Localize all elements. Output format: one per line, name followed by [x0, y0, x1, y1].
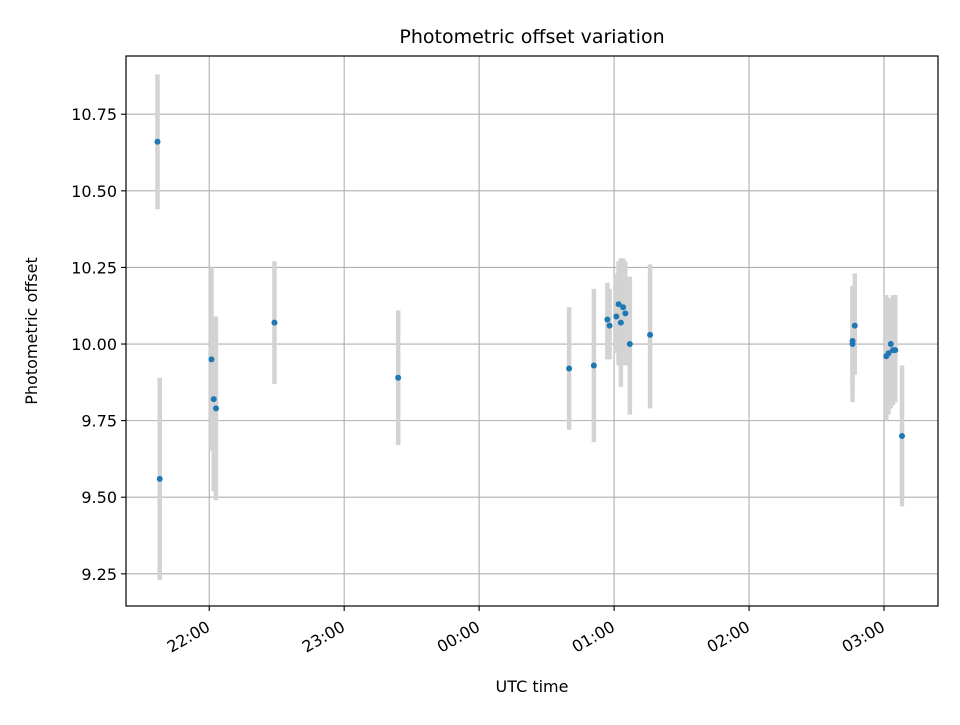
- x-axis-label: UTC time: [496, 677, 569, 696]
- y-tick-label: 9.75: [81, 412, 117, 431]
- chart-title: Photometric offset variation: [399, 26, 664, 48]
- plot-frame: [125, 55, 939, 607]
- y-tick-label: 10.75: [71, 105, 117, 124]
- data-point: [849, 337, 856, 344]
- data-point: [271, 319, 278, 326]
- data-point: [208, 356, 215, 363]
- data-point: [885, 350, 892, 357]
- data-point: [210, 396, 217, 403]
- data-point: [613, 313, 620, 320]
- data-point: [566, 365, 573, 372]
- data-point: [156, 475, 163, 482]
- data-point: [620, 304, 627, 311]
- y-tick-label: 10.50: [71, 182, 117, 201]
- y-tick-label: 9.50: [81, 488, 117, 507]
- data-point: [647, 331, 654, 338]
- y-axis-label: Photometric offset: [22, 257, 41, 405]
- data-point: [606, 322, 613, 329]
- data-point: [590, 362, 597, 369]
- data-point: [615, 301, 622, 308]
- y-tick-label: 10.25: [71, 258, 117, 277]
- data-point: [887, 341, 894, 348]
- data-point: [154, 138, 161, 145]
- data-point: [395, 374, 402, 381]
- data-point: [622, 310, 629, 317]
- y-tick-label: 10.00: [71, 335, 117, 354]
- data-point: [626, 341, 633, 348]
- data-point: [892, 347, 899, 354]
- data-point: [899, 432, 906, 439]
- y-tick-label: 9.25: [81, 565, 117, 584]
- data-point: [212, 405, 219, 412]
- data-point: [617, 319, 624, 326]
- data-point: [604, 316, 611, 323]
- data-point: [851, 322, 858, 329]
